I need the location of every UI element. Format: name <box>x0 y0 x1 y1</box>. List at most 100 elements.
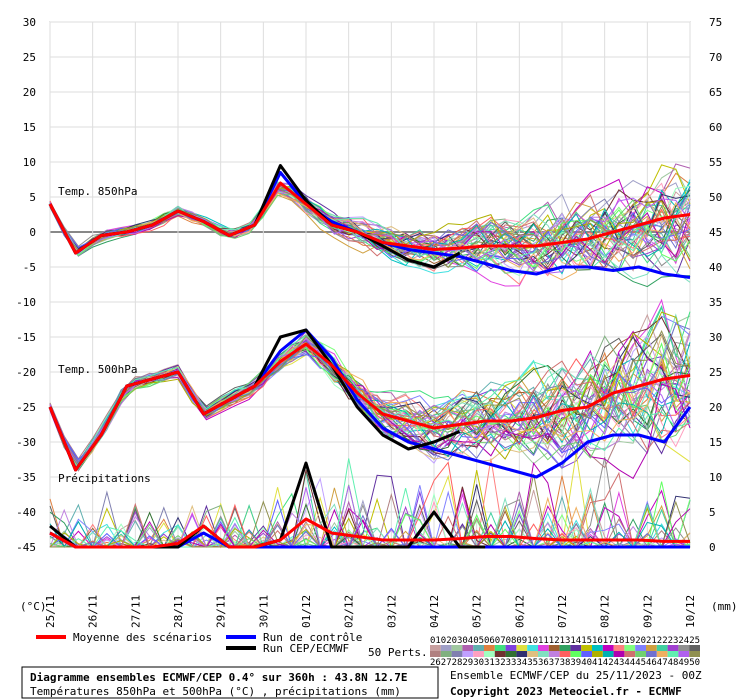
pert-number: 30 <box>473 658 484 668</box>
pert-color-swatch <box>678 651 690 657</box>
left-tick-label: 5 <box>29 191 36 204</box>
series-t850-moyenne-des-sc-narios <box>48 181 691 255</box>
pert-color-swatch <box>516 651 528 657</box>
run-label: Ensemble ECMWF/CEP du 25/11/2023 - 00Z <box>450 669 702 682</box>
pert-number: 07 <box>495 636 506 646</box>
x-tick-label: 06/12 <box>513 595 526 628</box>
pert-number: 43 <box>614 658 625 668</box>
pert-number: 37 <box>549 658 560 668</box>
x-tick-label: 08/12 <box>599 595 612 628</box>
pert-color-swatch <box>570 645 582 651</box>
right-tick-label: 25 <box>709 366 722 379</box>
pert-color-swatch <box>440 645 452 651</box>
x-tick-label: 29/11 <box>215 595 228 628</box>
pert-number: 48 <box>668 658 679 668</box>
pert-color-swatch <box>581 651 592 657</box>
pert-number: 12 <box>549 636 560 646</box>
x-tick-label: 28/11 <box>172 595 185 628</box>
pert-number: 45 <box>635 658 646 668</box>
legend-cep-label: Run CEP/ECMWF <box>263 642 349 655</box>
pert-number: 09 <box>516 636 527 646</box>
pert-number: 36 <box>538 658 549 668</box>
pert-number: 24 <box>678 636 689 646</box>
annotation-t500: Temp. 500hPa <box>58 363 137 376</box>
pert-number: 31 <box>484 658 495 668</box>
annotation-precip: Précipitations <box>58 472 151 485</box>
pert-color-swatch <box>646 645 657 651</box>
left-tick-label: 10 <box>23 156 36 169</box>
right-tick-label: 10 <box>709 471 722 484</box>
info-title: Diagramme ensembles ECMWF/CEP 0.4° sur 3… <box>30 671 408 684</box>
pert-number: 14 <box>570 636 581 646</box>
pert-color-swatch <box>635 645 646 651</box>
pert-color-swatch <box>516 645 528 651</box>
pert-number: 01 <box>430 636 441 646</box>
pert-number: 06 <box>484 636 495 646</box>
right-tick-label: 35 <box>709 296 722 309</box>
pert-color-swatch <box>484 645 495 651</box>
pert-number: 13 <box>560 636 571 646</box>
pert-color-swatch <box>678 645 690 651</box>
pert-number: 38 <box>560 658 571 668</box>
pert-color-swatch <box>440 651 452 657</box>
pert-color-swatch <box>494 645 506 651</box>
pert-color-swatch <box>451 651 463 657</box>
pert-number: 22 <box>657 636 668 646</box>
pert-line-500 <box>49 335 691 471</box>
right-tick-label: 20 <box>709 401 722 414</box>
left-tick-label: 15 <box>23 121 36 134</box>
annotation-t850: Temp. 850hPa <box>58 185 137 198</box>
pert-color-swatch <box>613 651 625 657</box>
pert-number: 39 <box>570 658 581 668</box>
info-box <box>21 666 439 699</box>
pert-color-swatch <box>548 645 560 651</box>
right-axis-unit: (mm) <box>711 600 738 613</box>
pert-number: 33 <box>506 658 517 668</box>
right-tick-label: 75 <box>709 16 722 29</box>
x-tick-label: 07/12 <box>556 595 569 628</box>
x-tick-label: 01/12 <box>300 595 313 628</box>
pert-number: 15 <box>581 636 592 646</box>
pert-number: 34 <box>516 658 527 668</box>
right-tick-label: 50 <box>709 191 722 204</box>
legend-control-label: Run de contrôle <box>263 631 362 644</box>
right-tick-label: 30 <box>709 331 722 344</box>
left-tick-label: -40 <box>16 506 36 519</box>
pert-color-swatch <box>635 651 646 657</box>
pert-number: 17 <box>603 636 614 646</box>
pert-number: 29 <box>462 658 473 668</box>
pert-color-swatch <box>624 651 636 657</box>
right-tick-label: 15 <box>709 436 722 449</box>
x-tick-label: 04/12 <box>428 595 441 628</box>
plot-frame <box>49 21 691 548</box>
pert-color-swatch <box>527 645 538 651</box>
x-tick-label: 26/11 <box>87 595 100 628</box>
pert-number: 32 <box>495 658 506 668</box>
pert-color-swatch <box>646 651 657 657</box>
pert-color-swatch <box>592 651 603 657</box>
x-tick-label: 27/11 <box>129 595 142 628</box>
pert-color-swatch <box>527 651 538 657</box>
left-tick-label: -30 <box>16 436 36 449</box>
pert-number: 21 <box>646 636 657 646</box>
legend-perts-label: 50 Perts. <box>368 646 428 659</box>
pert-color-swatch <box>473 645 484 651</box>
pert-color-swatch <box>430 645 441 651</box>
pert-number: 41 <box>592 658 603 668</box>
right-tick-label: 0 <box>709 541 716 554</box>
pert-number: 26 <box>430 658 441 668</box>
pert-number: 46 <box>646 658 657 668</box>
left-tick-label: 30 <box>23 16 36 29</box>
pert-number: 03 <box>452 636 463 646</box>
left-tick-label: 25 <box>23 51 36 64</box>
right-tick-label: 70 <box>709 51 722 64</box>
copyright: Copyright 2023 Meteociel.fr - ECMWF <box>450 685 682 698</box>
pert-number: 16 <box>592 636 603 646</box>
pert-number: 35 <box>527 658 538 668</box>
right-tick-label: 5 <box>709 506 716 519</box>
x-tick-label: 03/12 <box>385 595 398 628</box>
right-tick-label: 60 <box>709 121 722 134</box>
pert-color-swatch <box>613 645 625 651</box>
left-tick-label: -10 <box>16 296 36 309</box>
